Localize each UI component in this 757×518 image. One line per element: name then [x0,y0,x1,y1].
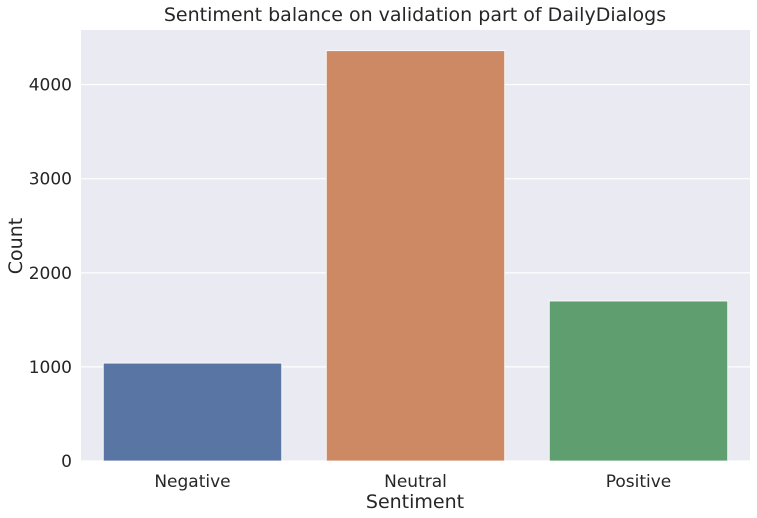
bar-negative [102,362,283,462]
x-tick-label-negative: Negative [154,472,230,492]
y-tick-label: 1000 [29,358,72,378]
y-tick-label: 3000 [29,170,72,190]
y-tick-label: 4000 [29,76,72,96]
bar-positive [548,300,729,462]
x-tick-label-neutral: Neutral [384,472,447,492]
y-tick-label: 2000 [29,264,72,284]
y-tick-labels: 0 1000 2000 3000 4000 [29,76,72,472]
y-tick-label: 0 [61,452,72,472]
x-tick-label-positive: Positive [606,472,672,492]
y-axis-label: Count [5,218,27,274]
bar-neutral [325,50,506,462]
x-axis-label: Sentiment [366,491,464,513]
bars [102,50,729,462]
x-tick-labels: Negative Neutral Positive [154,472,671,492]
chart-title: Sentiment balance on validation part of … [164,4,666,26]
